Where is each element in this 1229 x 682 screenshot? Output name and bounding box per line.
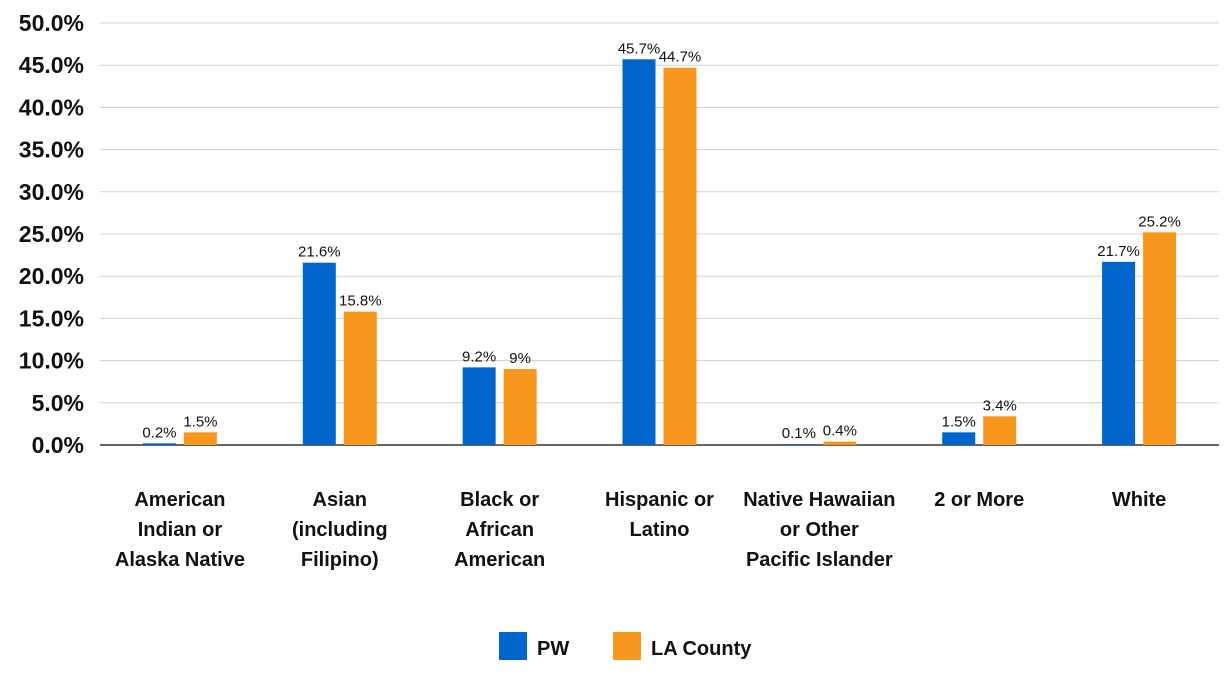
bar-la-county bbox=[1143, 232, 1177, 445]
data-label: 0.4% bbox=[823, 423, 857, 440]
bar-pw bbox=[142, 443, 176, 445]
data-label: 3.4% bbox=[983, 397, 1017, 414]
bar-pw bbox=[462, 367, 496, 445]
legend-swatch-la-county bbox=[613, 632, 641, 660]
bar-pw bbox=[782, 444, 816, 445]
bar-la-county bbox=[503, 369, 537, 445]
bar-la-county bbox=[823, 441, 857, 445]
x-tick-label: Indian or bbox=[138, 519, 223, 541]
bars bbox=[142, 59, 1177, 446]
gridlines bbox=[100, 22, 1219, 446]
y-tick-label: 45.0% bbox=[19, 52, 84, 78]
x-tick-label: White bbox=[1112, 489, 1166, 511]
x-tick-label: Black or bbox=[460, 489, 539, 511]
y-tick-label: 25.0% bbox=[19, 221, 84, 247]
legend: PW LA County bbox=[499, 632, 752, 660]
data-label: 21.6% bbox=[298, 244, 341, 261]
data-label: 1.5% bbox=[183, 413, 217, 430]
data-label: 1.5% bbox=[942, 413, 976, 430]
y-tick-label: 15.0% bbox=[19, 305, 84, 331]
y-tick-label: 40.0% bbox=[19, 94, 84, 120]
x-tick-label: American bbox=[454, 549, 545, 571]
bar-la-county bbox=[663, 67, 697, 446]
x-tick-label: Pacific Islander bbox=[746, 549, 893, 571]
bar-pw bbox=[942, 432, 976, 445]
data-label: 0.2% bbox=[142, 424, 176, 441]
legend-label: LA County bbox=[651, 638, 752, 660]
y-tick-label: 10.0% bbox=[19, 348, 84, 374]
data-label: 0.1% bbox=[782, 425, 816, 442]
y-tick-label: 0.0% bbox=[32, 432, 84, 458]
data-label: 45.7% bbox=[618, 40, 661, 57]
x-tick-label: Latino bbox=[630, 519, 690, 541]
bar-pw bbox=[622, 59, 656, 446]
x-tick-label: Filipino) bbox=[301, 549, 379, 571]
x-tick-label: 2 or More bbox=[934, 489, 1024, 511]
x-tick-label: Native Hawaiian bbox=[743, 489, 895, 511]
bar-pw bbox=[302, 262, 336, 445]
x-tick-label: Asian bbox=[313, 489, 367, 511]
legend-label: PW bbox=[537, 638, 569, 660]
y-tick-label: 5.0% bbox=[32, 390, 84, 416]
bar-la-county bbox=[983, 416, 1017, 445]
data-label: 9% bbox=[509, 350, 531, 367]
data-labels: 0.2% 1.5% 21.6% 15.8% 9.2% 9% 45.7%44.7% 0.1% 0.… bbox=[142, 40, 1181, 442]
legend-swatch-pw bbox=[499, 632, 527, 660]
y-tick-label: 20.0% bbox=[19, 263, 84, 289]
data-label: 15.8% bbox=[339, 293, 382, 310]
x-tick-label: African bbox=[465, 519, 534, 541]
bar-pw bbox=[1102, 261, 1136, 445]
data-label: 9.2% bbox=[462, 348, 496, 365]
x-tick-label: (including bbox=[292, 519, 388, 541]
y-tick-label: 35.0% bbox=[19, 137, 84, 163]
data-label: 25.2% bbox=[1138, 213, 1181, 230]
x-axis-labels: American Indian or Alaska Native Asian (incl… bbox=[115, 489, 1166, 571]
bar-la-county bbox=[343, 311, 377, 445]
x-tick-label: American bbox=[134, 489, 225, 511]
x-tick-label: or Other bbox=[780, 519, 859, 541]
bar-la-county bbox=[183, 432, 217, 445]
y-axis-ticks: 0.0% 5.0% 10.0% 15.0% 20.0% 25.0% 30.0% 35.0% 40… bbox=[19, 10, 84, 458]
data-label: 44.7% bbox=[659, 49, 702, 66]
y-tick-label: 50.0% bbox=[19, 10, 84, 36]
y-tick-label: 30.0% bbox=[19, 179, 84, 205]
x-tick-label: Hispanic or bbox=[605, 489, 714, 511]
data-label: 21.7% bbox=[1097, 243, 1140, 260]
x-tick-label: Alaska Native bbox=[115, 549, 245, 571]
